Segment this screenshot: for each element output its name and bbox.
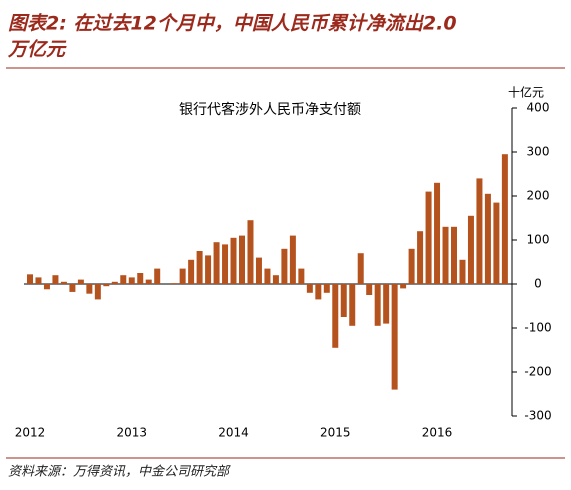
bar — [137, 273, 144, 284]
bar — [425, 191, 432, 284]
bar — [315, 284, 322, 300]
bar — [349, 284, 356, 326]
source: 资料来源：万得资讯，中金公司研究部 — [8, 464, 231, 480]
y-unit: 十亿元 — [508, 85, 544, 100]
bar — [272, 275, 279, 284]
bar — [145, 279, 152, 284]
bar — [332, 284, 339, 348]
bar — [281, 248, 288, 284]
bar — [52, 275, 59, 284]
y-tick-label: -300 — [524, 409, 551, 423]
bar — [476, 178, 483, 284]
y-tick-label: 300 — [527, 145, 550, 159]
bar — [374, 284, 381, 326]
bar — [434, 182, 441, 284]
bar — [383, 284, 390, 324]
bar — [451, 226, 457, 284]
y-tick-label: -200 — [524, 365, 551, 379]
bar — [501, 154, 508, 284]
y-tick-label: 0 — [534, 277, 542, 291]
bar — [94, 284, 101, 300]
bar — [459, 259, 466, 284]
bar — [213, 242, 220, 284]
chart-title: 银行代客涉外人民币净支付额 — [179, 101, 361, 118]
bar — [77, 279, 84, 284]
bar — [69, 284, 76, 292]
bar — [120, 275, 127, 284]
bar — [400, 284, 407, 289]
bar — [128, 277, 135, 284]
bar — [111, 281, 118, 284]
x-tick-label: 2015 — [320, 426, 351, 440]
bar — [264, 268, 271, 284]
y-tick-label: 400 — [527, 101, 550, 115]
bar — [179, 268, 186, 284]
bar — [154, 268, 161, 284]
bar — [484, 193, 491, 284]
bar — [306, 284, 313, 293]
bar — [171, 283, 178, 284]
bar — [60, 281, 67, 284]
bar — [340, 284, 347, 317]
y-tick-label: 100 — [527, 233, 550, 247]
title-line-2: 万亿元 — [7, 39, 67, 61]
bar — [467, 215, 474, 284]
bar — [86, 284, 93, 294]
bar — [247, 220, 254, 284]
bar — [442, 226, 449, 284]
x-tick-label: 2013 — [116, 426, 147, 440]
x-tick-label: 2016 — [422, 426, 453, 440]
bar — [357, 253, 364, 284]
bar — [103, 284, 110, 287]
bar — [43, 284, 50, 290]
bar — [493, 202, 500, 284]
bar — [366, 284, 373, 295]
bar — [188, 259, 195, 284]
bar — [417, 231, 424, 284]
bar — [27, 274, 33, 284]
x-tick-label: 2012 — [15, 426, 46, 440]
bar — [391, 284, 398, 390]
bar — [230, 237, 237, 284]
bar — [255, 257, 262, 284]
bar — [408, 248, 415, 284]
bar — [323, 284, 330, 293]
y-tick-label: -100 — [524, 321, 551, 335]
bar — [35, 277, 42, 284]
bar — [239, 235, 245, 284]
bar — [222, 244, 229, 284]
bar — [298, 268, 305, 284]
y-tick-label: 200 — [527, 189, 550, 203]
title-line-1: 图表2: 在过去12个月中，中国人民币累计净流出2.0 — [8, 13, 457, 35]
bar — [196, 251, 203, 284]
bar — [289, 235, 296, 284]
bar — [205, 255, 212, 284]
x-tick-label: 2014 — [218, 426, 249, 440]
